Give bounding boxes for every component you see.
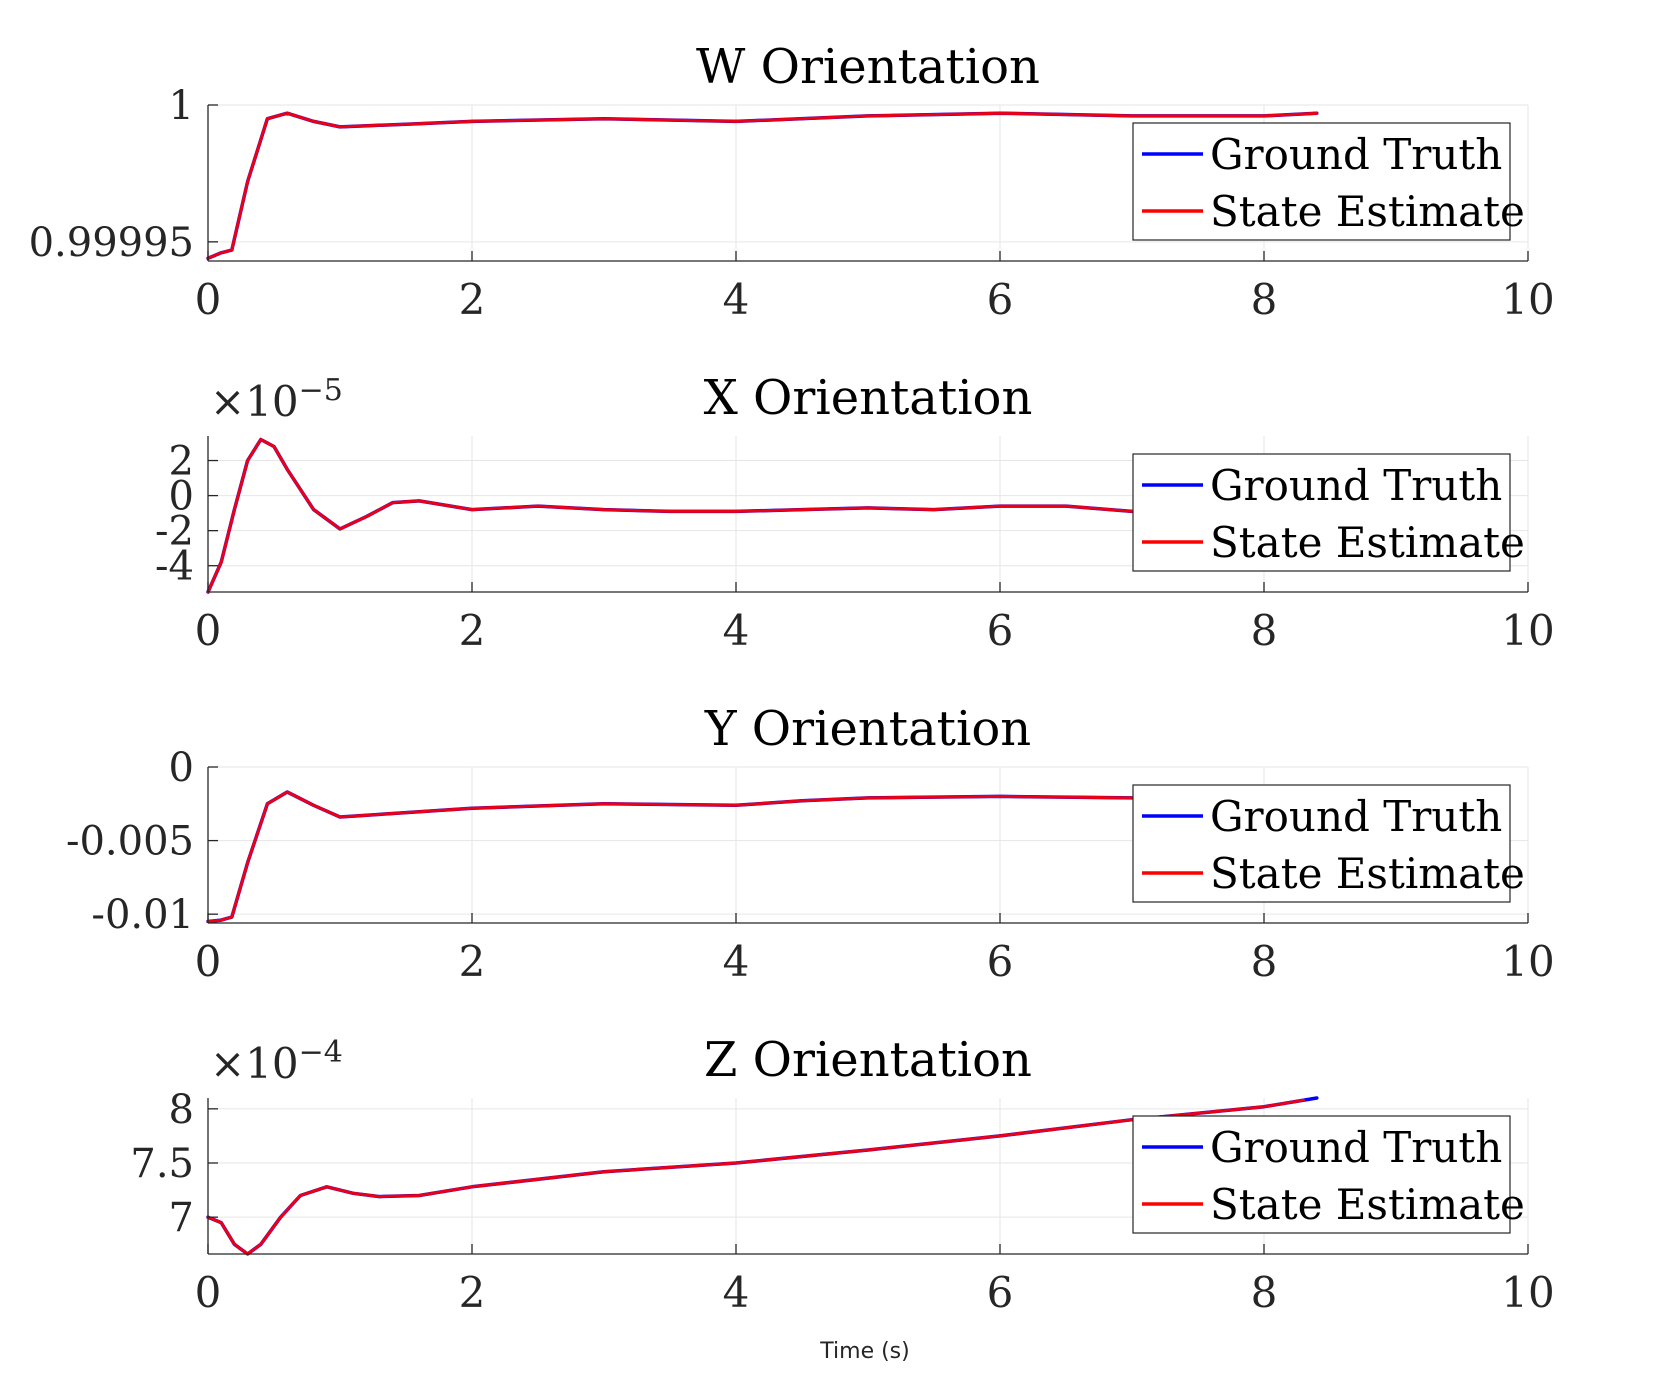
y-tick-label: 1 xyxy=(169,83,194,129)
x-axis-label: Time (s) xyxy=(819,1339,909,1364)
x-tick-label: 10 xyxy=(1501,606,1554,655)
legend-label: State Estimate xyxy=(1210,849,1525,898)
y-exponent-label: ×10−4 xyxy=(210,1035,343,1088)
x-tick-label: 0 xyxy=(195,275,222,324)
exponent-power: −5 xyxy=(299,373,343,408)
y-tick-label: -0.005 xyxy=(66,819,194,865)
x-tick-label: 10 xyxy=(1501,1268,1554,1317)
x-tick-label: 6 xyxy=(987,937,1014,986)
subplot-4: 0 2 4 6 8 10 7 7.5 8 ×10−4 Z Orientation Ground Tru… xyxy=(130,1032,1554,1317)
y-tick-label: 0 xyxy=(169,745,194,791)
x-tick-label: 4 xyxy=(723,606,750,655)
y-tick-label: -2 xyxy=(155,509,194,555)
y-tick-label: 7 xyxy=(169,1195,194,1241)
x-tick-label: 4 xyxy=(723,937,750,986)
y-tick-label: -0.01 xyxy=(91,892,194,938)
x-tick-label: 8 xyxy=(1251,937,1278,986)
y-exponent-label: ×10−5 xyxy=(210,373,343,426)
subplot-3: 0 2 4 6 8 10 -0.01 -0.005 0 Y Orientation Ground T… xyxy=(66,701,1555,986)
y-tick-label: 0 xyxy=(169,474,194,520)
legend-box xyxy=(1132,453,1511,572)
x-tick-label: 6 xyxy=(987,1268,1014,1317)
exponent-base: ×10 xyxy=(210,1039,299,1088)
x-tick-label: 6 xyxy=(987,275,1014,324)
x-tick-label: 8 xyxy=(1251,606,1278,655)
legend-label: Ground Truth xyxy=(1210,461,1502,510)
x-tick-label: 0 xyxy=(195,937,222,986)
x-tick-label: 10 xyxy=(1501,937,1554,986)
y-tick-label: 0.99995 xyxy=(29,220,194,266)
legend-box xyxy=(1132,122,1511,241)
subplot-title: Y Orientation xyxy=(704,701,1031,757)
legend-label: Ground Truth xyxy=(1210,792,1502,841)
x-tick-label: 0 xyxy=(195,1268,222,1317)
subplot-title: W Orientation xyxy=(696,39,1040,95)
legend-label: State Estimate xyxy=(1210,518,1525,567)
legend-box xyxy=(1132,784,1511,903)
subplot-1: 0 2 4 6 8 10 0.99995 1 W Orientation Ground Truth… xyxy=(29,39,1555,324)
y-tick-label: 8 xyxy=(169,1087,194,1133)
x-tick-label: 2 xyxy=(459,1268,486,1317)
legend-box xyxy=(1132,1115,1511,1234)
y-tick-label: -4 xyxy=(155,544,194,590)
exponent-base: ×10 xyxy=(210,377,299,426)
legend-label: Ground Truth xyxy=(1210,130,1502,179)
legend-label: State Estimate xyxy=(1210,187,1525,236)
x-tick-label: 8 xyxy=(1251,275,1278,324)
exponent-power: −4 xyxy=(299,1035,343,1070)
x-tick-label: 4 xyxy=(723,1268,750,1317)
y-tick-label: 7.5 xyxy=(130,1141,194,1187)
x-tick-label: 6 xyxy=(987,606,1014,655)
series-line-state-estimate xyxy=(206,438,1134,594)
x-tick-label: 2 xyxy=(459,275,486,324)
legend-label: Ground Truth xyxy=(1210,1123,1502,1172)
x-tick-label: 10 xyxy=(1501,275,1554,324)
subplot-title: Z Orientation xyxy=(704,1032,1032,1088)
legend-label: State Estimate xyxy=(1210,1180,1525,1229)
x-tick-label: 8 xyxy=(1251,1268,1278,1317)
series-line-state-estimate xyxy=(206,111,1319,260)
x-tick-label: 2 xyxy=(459,606,486,655)
series-line-state-estimate xyxy=(206,790,1134,923)
y-tick-label: 2 xyxy=(169,439,194,485)
x-tick-label: 4 xyxy=(723,275,750,324)
x-tick-label: 2 xyxy=(459,937,486,986)
subplot-title: X Orientation xyxy=(704,370,1033,426)
x-tick-label: 0 xyxy=(195,606,222,655)
